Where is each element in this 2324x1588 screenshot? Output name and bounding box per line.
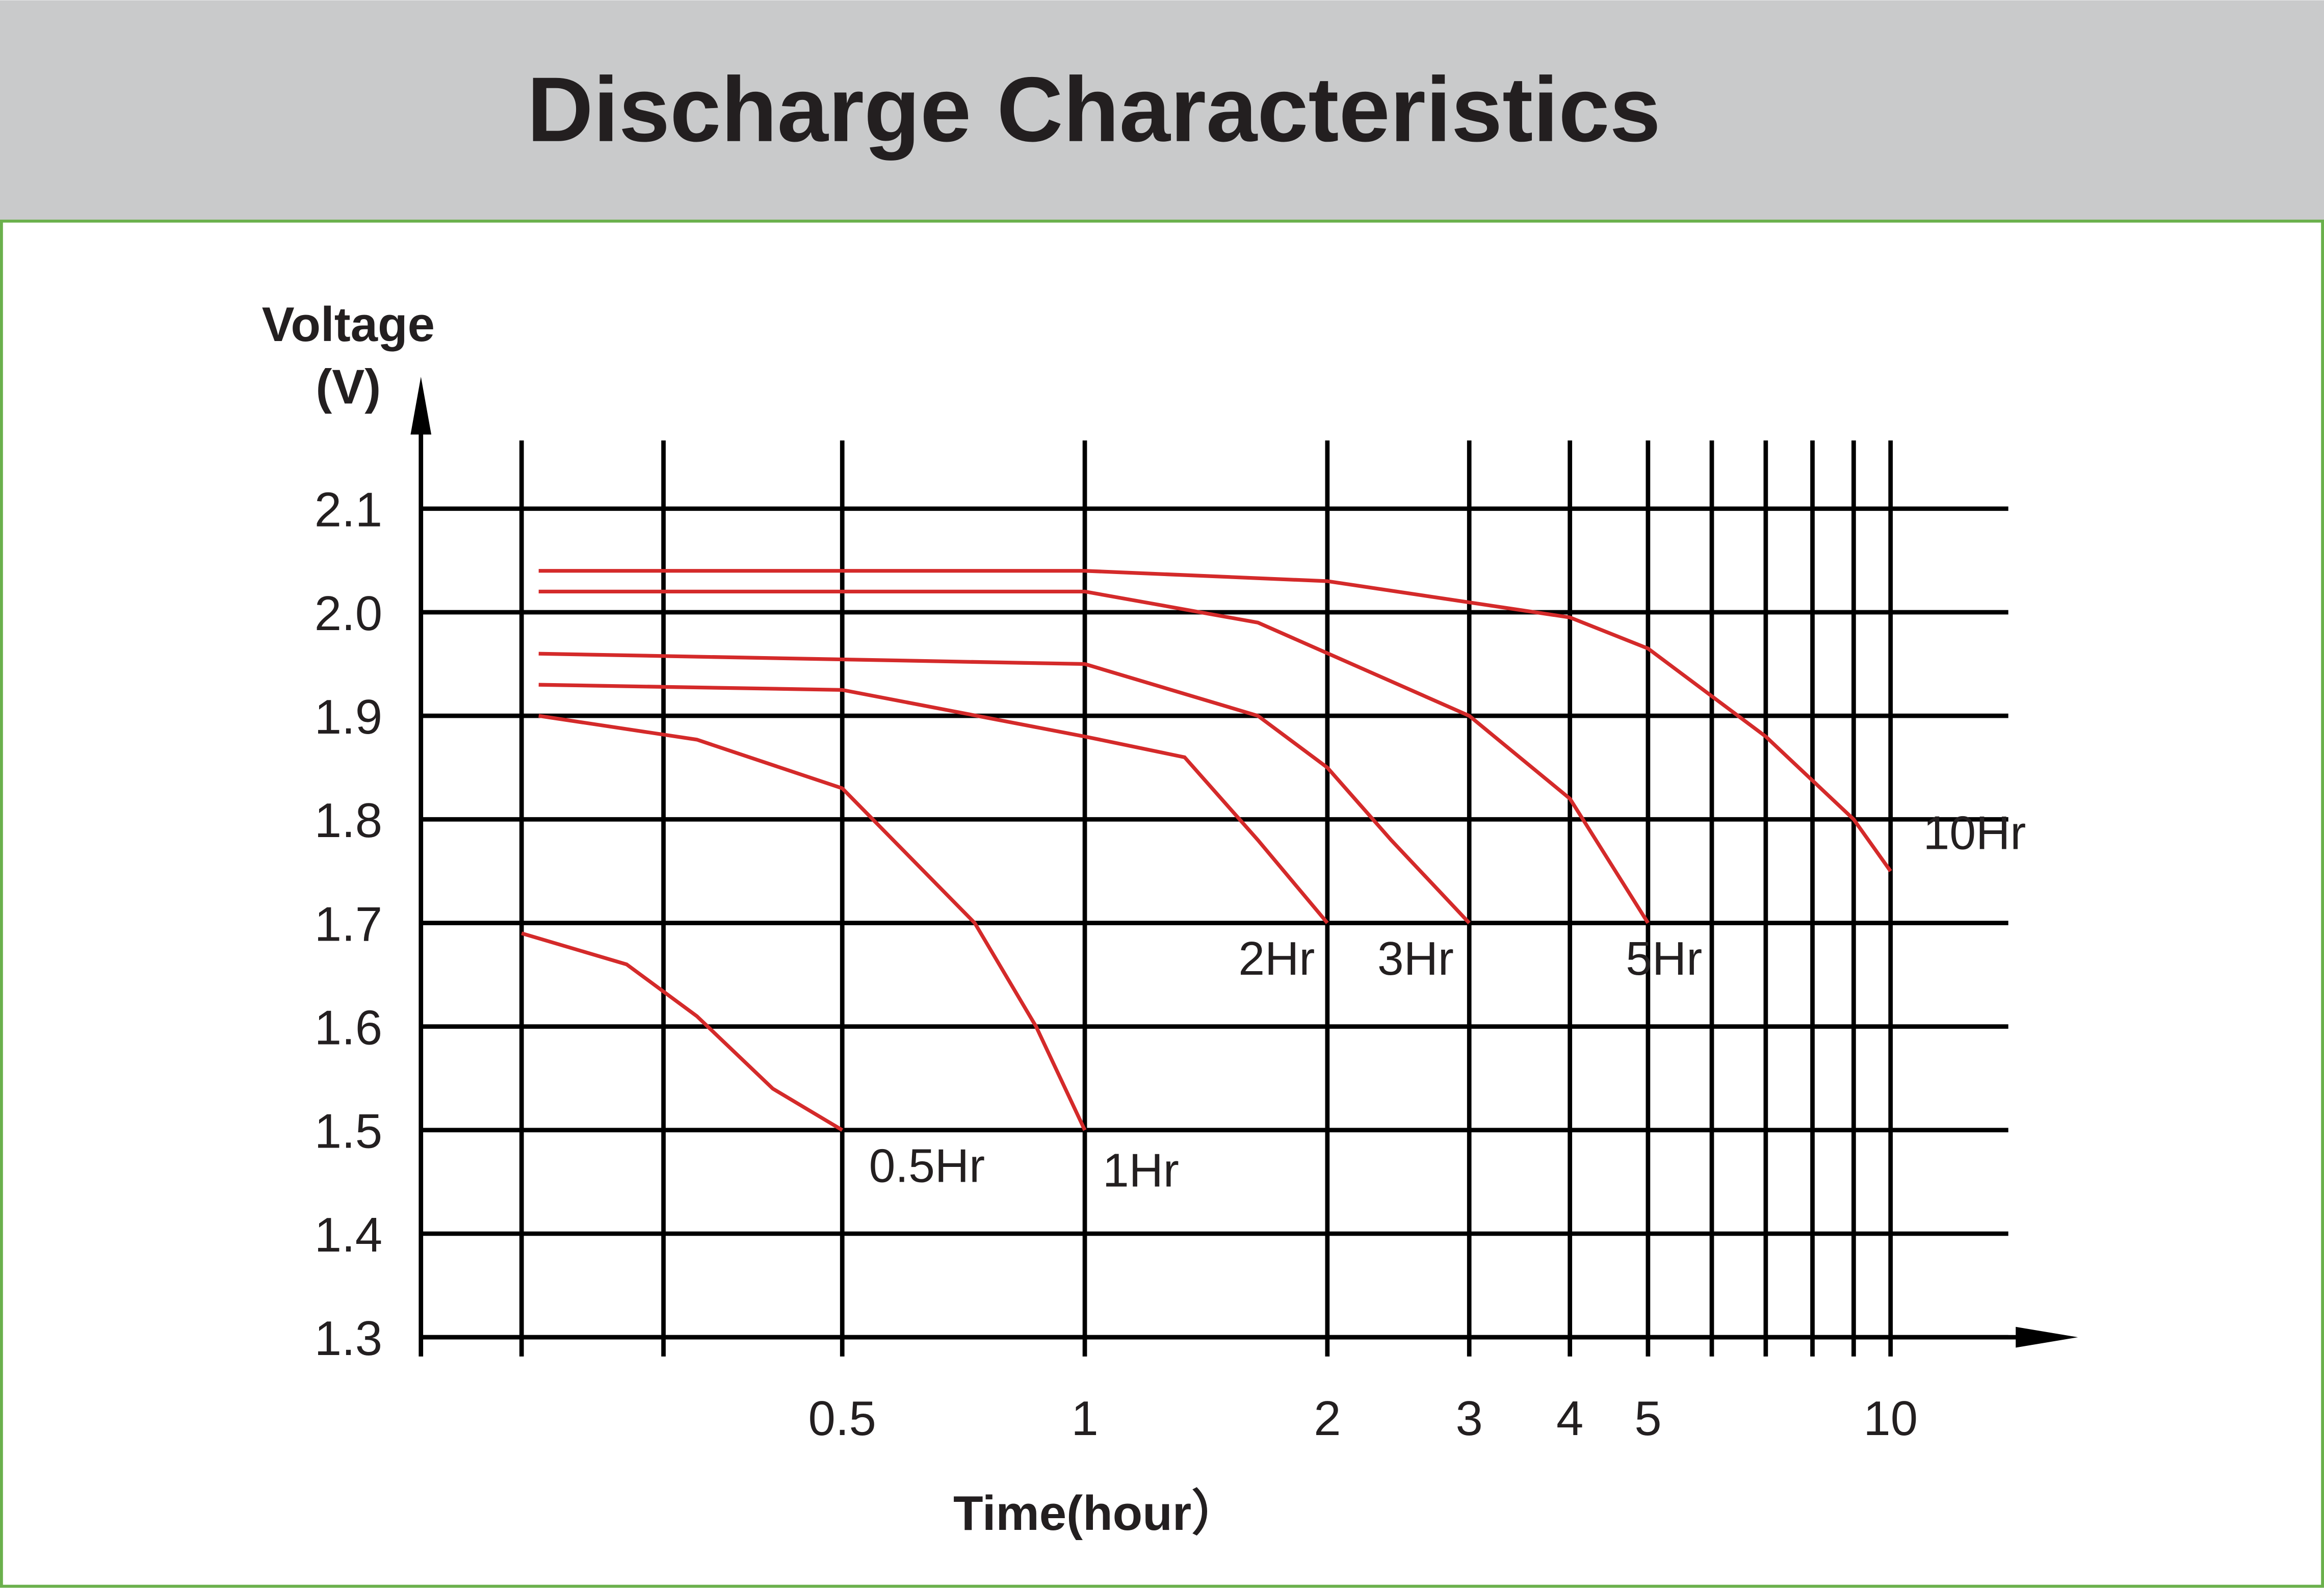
y-tick-label: 2.1 <box>315 483 382 537</box>
x-tick-label: 10 <box>1863 1391 1918 1446</box>
curve-label: 10Hr <box>1923 806 2026 859</box>
discharge-curve <box>538 589 1650 924</box>
y-tick-label: 1.8 <box>315 793 382 848</box>
y-tick-label: 2.0 <box>315 586 382 641</box>
y-tick-label: 1.7 <box>315 897 382 951</box>
y-tick-label: 1.6 <box>315 1001 382 1055</box>
y-tick-label: 1.3 <box>315 1311 382 1366</box>
curve-label: 5Hr <box>1626 932 1702 985</box>
chart-title: Discharge Characteristics <box>527 59 1661 161</box>
y-axis-label: Voltage <box>262 297 435 352</box>
discharge-curve <box>538 652 1471 924</box>
curve-label: 3Hr <box>1377 932 1454 985</box>
y-tick-label: 1.5 <box>315 1104 382 1159</box>
x-tick-label: 3 <box>1456 1391 1483 1446</box>
x-tick-label: 2 <box>1314 1391 1341 1446</box>
discharge-curve <box>538 569 1892 872</box>
curve-label: 1Hr <box>1103 1143 1179 1196</box>
x-axis-label: Time(hour） <box>953 1486 1240 1541</box>
x-tick-label: 5 <box>1634 1391 1661 1446</box>
y-axis-arrow <box>410 377 432 435</box>
curve-label: 0.5Hr <box>869 1139 985 1192</box>
curve-label: 2Hr <box>1238 932 1315 985</box>
chart-frame <box>0 219 2324 1588</box>
x-axis-arrow <box>2016 1326 2078 1348</box>
discharge-curve <box>521 931 844 1132</box>
x-tick-label: 4 <box>1556 1391 1583 1446</box>
discharge-curve <box>538 714 1087 1131</box>
discharge-curve <box>538 683 1329 924</box>
header-band <box>0 0 2324 221</box>
y-axis-label: (V) <box>316 359 381 414</box>
x-tick-label: 1 <box>1071 1391 1098 1446</box>
x-tick-label: 0.5 <box>808 1391 876 1446</box>
y-tick-label: 1.9 <box>315 690 382 744</box>
y-tick-label: 1.4 <box>315 1208 382 1262</box>
